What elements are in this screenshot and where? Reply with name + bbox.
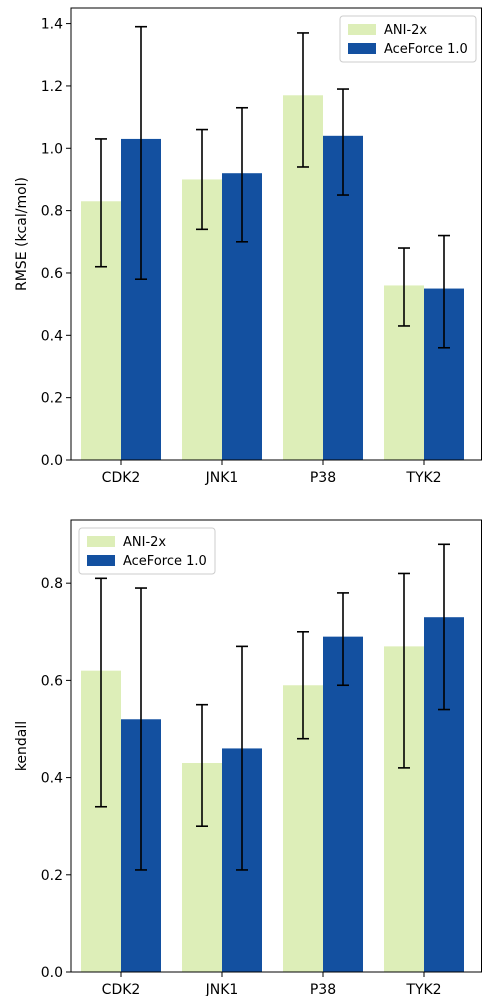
y-tick-label: 0.0 [41,453,63,469]
error-bar-aceforce-1-0-jnk1 [236,645,248,871]
error-bar-ani-2x-cdk2 [95,138,107,268]
legend-label: ANI-2x [384,23,427,38]
error-bar-ani-2x-tyk2 [398,247,410,327]
legend-swatch [87,536,115,547]
chart-1: 0.0 0.2 0.4 0.6 0.8 1.0 1.2 1.4 CDK2 JNK1 P38 TYK2 R… [14,7,482,486]
x-tick-label-p38: P38 [310,470,336,486]
y-tick-label: 0.8 [41,576,63,592]
y-tick-label: 1.0 [41,141,63,157]
error-bar-ani-2x-p38 [297,32,309,168]
error-bar-ani-2x-tyk2 [398,572,410,769]
y-tick-label: 0.4 [41,771,63,787]
error-bar-aceforce-1-0-p38 [337,88,349,196]
error-bar-aceforce-1-0-cdk2 [135,25,147,281]
x-tick-label-p38: P38 [310,982,336,996]
bar-aceforce-1-0-p38 [323,636,363,972]
y-tick-label: 0.6 [41,266,63,282]
error-bar-ani-2x-jnk1 [196,128,208,231]
legend-label: ANI-2x [123,535,166,550]
legend-swatch [348,43,376,54]
x-tick-label-jnk1: JNK1 [205,470,239,486]
error-bar-ani-2x-cdk2 [95,577,107,808]
chart-2: 0.0 0.2 0.4 0.6 0.8 CDK2 JNK1 P38 TYK2 kendall ANI… [14,519,482,996]
y-tick-label: 0.0 [41,965,63,981]
legend: ANI-2x AceForce 1.0 [78,527,216,575]
x-tick-label-tyk2: TYK2 [405,982,441,996]
x-tick-label-cdk2: CDK2 [102,470,141,486]
x-tick-label-cdk2: CDK2 [102,982,141,996]
error-bar-aceforce-1-0-tyk2 [438,543,450,711]
legend-label: AceForce 1.0 [123,554,207,569]
error-bar-aceforce-1-0-p38 [337,592,349,687]
y-tick-label: 1.4 [41,17,63,33]
legend-label: AceForce 1.0 [384,42,468,57]
error-bar-aceforce-1-0-jnk1 [236,106,248,243]
error-bar-aceforce-1-0-cdk2 [135,587,147,871]
y-axis-label: kendall [14,721,30,771]
error-bar-ani-2x-p38 [297,630,309,740]
y-tick-label: 0.6 [41,673,63,689]
x-tick-label-jnk1: JNK1 [205,982,239,996]
legend-swatch [348,24,376,35]
y-tick-label: 0.2 [41,391,63,407]
y-tick-label: 0.8 [41,204,63,220]
legend: ANI-2x AceForce 1.0 [339,15,477,63]
legend-swatch [87,555,115,566]
error-bar-aceforce-1-0-tyk2 [438,234,450,349]
y-tick-label: 1.2 [41,79,63,95]
y-axis-label: RMSE (kcal/mol) [14,177,30,291]
error-bar-ani-2x-jnk1 [196,703,208,827]
y-tick-label: 0.4 [41,328,63,344]
y-tick-label: 0.2 [41,868,63,884]
x-tick-label-tyk2: TYK2 [405,470,441,486]
